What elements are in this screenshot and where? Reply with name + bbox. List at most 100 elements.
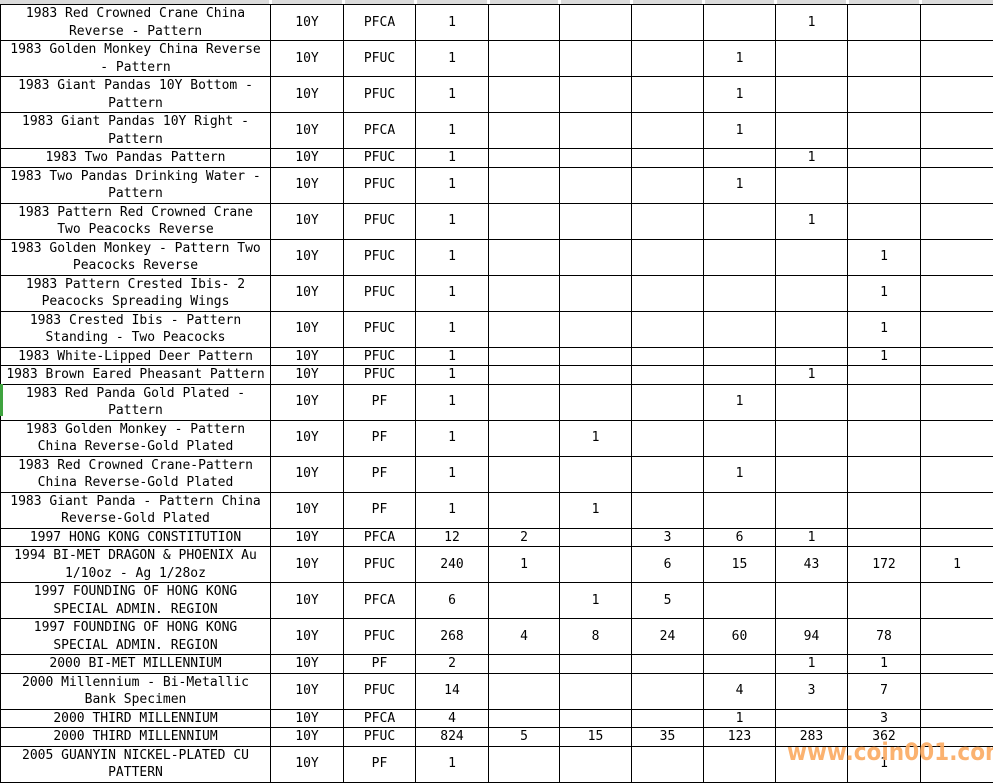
grade-count-cell[interactable]: 1 — [776, 366, 848, 385]
denomination-cell[interactable]: 10Y — [271, 709, 344, 728]
grade-count-cell[interactable] — [848, 77, 921, 113]
grade-count-cell[interactable] — [704, 275, 776, 311]
grade-count-cell[interactable]: 1 — [416, 275, 489, 311]
grade-count-cell[interactable] — [489, 41, 560, 77]
grade-count-cell[interactable] — [921, 5, 993, 41]
denomination-cell[interactable]: 10Y — [271, 456, 344, 492]
description-cell[interactable]: 1983 Golden Monkey China Reverse - Patte… — [1, 41, 271, 77]
grade-cell[interactable]: PFUC — [344, 149, 416, 168]
grade-count-cell[interactable] — [776, 583, 848, 619]
grade-count-cell[interactable] — [776, 167, 848, 203]
grade-count-cell[interactable] — [704, 5, 776, 41]
grade-count-cell[interactable] — [921, 619, 993, 655]
grade-cell[interactable]: PFUC — [344, 167, 416, 203]
grade-count-cell[interactable] — [632, 77, 704, 113]
grade-count-cell[interactable] — [560, 547, 632, 583]
denomination-cell[interactable]: 10Y — [271, 655, 344, 674]
grade-cell[interactable]: PFUC — [344, 673, 416, 709]
denomination-cell[interactable]: 10Y — [271, 384, 344, 420]
grade-count-cell[interactable] — [776, 492, 848, 528]
grade-count-cell[interactable] — [560, 709, 632, 728]
grade-count-cell[interactable] — [560, 77, 632, 113]
description-cell[interactable]: 1983 Golden Monkey - Pattern Two Peacock… — [1, 239, 271, 275]
grade-count-cell[interactable] — [848, 5, 921, 41]
grade-count-cell[interactable] — [560, 41, 632, 77]
grade-count-cell[interactable] — [560, 239, 632, 275]
grade-count-cell[interactable] — [848, 528, 921, 547]
grade-count-cell[interactable] — [921, 149, 993, 168]
description-cell[interactable]: 1983 Two Pandas Drinking Water - Pattern — [1, 167, 271, 203]
grade-count-cell[interactable] — [632, 655, 704, 674]
grade-count-cell[interactable] — [704, 746, 776, 782]
denomination-cell[interactable]: 10Y — [271, 41, 344, 77]
grade-count-cell[interactable]: 15 — [560, 728, 632, 747]
grade-count-cell[interactable] — [921, 709, 993, 728]
description-cell[interactable]: 1983 Pattern Crested Ibis- 2 Peacocks Sp… — [1, 275, 271, 311]
grade-count-cell[interactable] — [921, 366, 993, 385]
denomination-cell[interactable]: 10Y — [271, 311, 344, 347]
grade-count-cell[interactable] — [848, 384, 921, 420]
grade-count-cell[interactable] — [632, 275, 704, 311]
grade-count-cell[interactable] — [489, 275, 560, 311]
grade-count-cell[interactable] — [560, 5, 632, 41]
grade-count-cell[interactable]: 1 — [921, 547, 993, 583]
grade-count-cell[interactable]: 1 — [848, 239, 921, 275]
grade-count-cell[interactable] — [776, 347, 848, 366]
denomination-cell[interactable]: 10Y — [271, 583, 344, 619]
description-cell[interactable]: 2000 THIRD MILLENNIUM — [1, 728, 271, 747]
grade-count-cell[interactable] — [489, 366, 560, 385]
denomination-cell[interactable]: 10Y — [271, 149, 344, 168]
denomination-cell[interactable]: 10Y — [271, 619, 344, 655]
grade-count-cell[interactable] — [489, 311, 560, 347]
grade-count-cell[interactable]: 1 — [416, 456, 489, 492]
grade-count-cell[interactable]: 1 — [416, 420, 489, 456]
denomination-cell[interactable]: 10Y — [271, 673, 344, 709]
grade-count-cell[interactable] — [632, 149, 704, 168]
grade-count-cell[interactable]: 43 — [776, 547, 848, 583]
grade-count-cell[interactable]: 6 — [632, 547, 704, 583]
grade-count-cell[interactable]: 1 — [416, 239, 489, 275]
grade-count-cell[interactable]: 78 — [848, 619, 921, 655]
grade-count-cell[interactable]: 1 — [848, 275, 921, 311]
grade-cell[interactable]: PF — [344, 746, 416, 782]
grade-count-cell[interactable] — [632, 41, 704, 77]
grade-count-cell[interactable] — [704, 203, 776, 239]
grade-cell[interactable]: PF — [344, 456, 416, 492]
grade-count-cell[interactable] — [921, 420, 993, 456]
grade-count-cell[interactable]: 4 — [416, 709, 489, 728]
grade-count-cell[interactable]: 1 — [776, 149, 848, 168]
grade-count-cell[interactable] — [921, 113, 993, 149]
grade-count-cell[interactable] — [632, 239, 704, 275]
grade-count-cell[interactable]: 1 — [416, 113, 489, 149]
grade-count-cell[interactable] — [921, 167, 993, 203]
grade-count-cell[interactable]: 1 — [560, 492, 632, 528]
grade-count-cell[interactable]: 1 — [848, 655, 921, 674]
grade-count-cell[interactable]: 1 — [416, 203, 489, 239]
grade-count-cell[interactable] — [776, 41, 848, 77]
grade-count-cell[interactable]: 1 — [704, 77, 776, 113]
grade-count-cell[interactable] — [489, 239, 560, 275]
denomination-cell[interactable]: 10Y — [271, 239, 344, 275]
grade-count-cell[interactable] — [921, 528, 993, 547]
grade-count-cell[interactable]: 4 — [489, 619, 560, 655]
grade-count-cell[interactable] — [776, 77, 848, 113]
grade-count-cell[interactable]: 240 — [416, 547, 489, 583]
grade-count-cell[interactable] — [848, 492, 921, 528]
grade-count-cell[interactable]: 15 — [704, 547, 776, 583]
grade-count-cell[interactable] — [776, 420, 848, 456]
grade-count-cell[interactable]: 3 — [632, 528, 704, 547]
grade-count-cell[interactable] — [489, 347, 560, 366]
grade-count-cell[interactable] — [489, 203, 560, 239]
grade-count-cell[interactable] — [848, 203, 921, 239]
grade-cell[interactable]: PF — [344, 420, 416, 456]
grade-cell[interactable]: PFUC — [344, 728, 416, 747]
grade-count-cell[interactable]: 1 — [560, 583, 632, 619]
grade-count-cell[interactable] — [632, 5, 704, 41]
grade-count-cell[interactable] — [921, 456, 993, 492]
grade-count-cell[interactable] — [921, 492, 993, 528]
grade-count-cell[interactable]: 3 — [848, 709, 921, 728]
grade-count-cell[interactable] — [560, 203, 632, 239]
grade-count-cell[interactable] — [560, 347, 632, 366]
grade-cell[interactable]: PFCA — [344, 528, 416, 547]
grade-count-cell[interactable] — [560, 275, 632, 311]
